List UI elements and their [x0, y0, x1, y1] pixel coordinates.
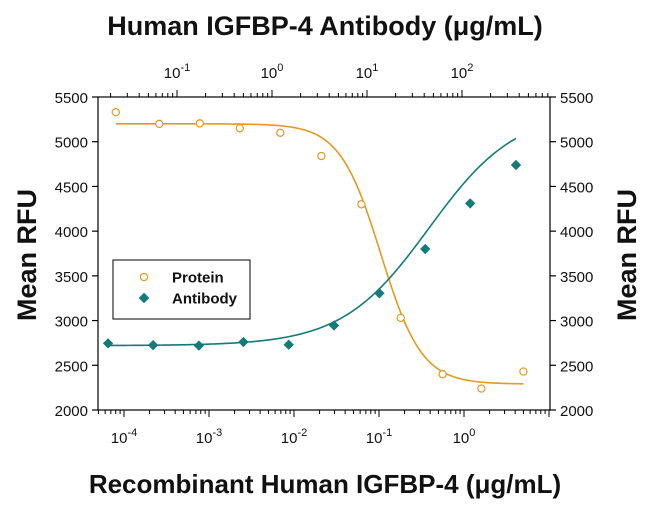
y-tick-label-right: 5500	[560, 90, 593, 107]
fit-curves	[108, 123, 524, 385]
x-bottom-tick-label: 10-4	[111, 427, 137, 447]
y-tick-label-right: 2500	[560, 358, 593, 375]
data-points	[102, 108, 528, 393]
fit-curve-protein	[115, 123, 524, 385]
data-point-protein	[155, 119, 164, 129]
legend-label-protein: Protein	[172, 270, 224, 287]
y-tick-label-left: 3000	[55, 314, 88, 331]
y-tick-label-right: 2000	[560, 403, 593, 420]
data-point-antibody	[510, 159, 522, 171]
x-top-tick-label: 102	[451, 62, 474, 82]
y-tick-label-left: 3500	[55, 269, 88, 286]
tick-layer: 2000 2000 2500 2500 3000 3000 3500 3500 4000 4000…	[55, 62, 594, 447]
data-point-protein	[235, 124, 244, 133]
fit-curve-antibody	[108, 137, 517, 347]
data-point-protein	[357, 200, 366, 209]
y-tick-label-right: 4500	[560, 179, 593, 196]
chart-title: Human IGFBP-4 Antibody (μg/mL)	[107, 11, 543, 41]
data-point-antibody	[374, 288, 385, 299]
data-point-protein	[477, 384, 486, 393]
y-tick-label-left: 2500	[55, 358, 88, 375]
data-point-protein	[396, 313, 405, 323]
x-bottom-tick-label: 10-3	[196, 427, 222, 447]
data-point-antibody	[328, 320, 340, 331]
data-point-antibody	[465, 198, 476, 209]
x-top-tick-label: 100	[261, 62, 284, 82]
x-top-tick-label: 101	[356, 62, 379, 82]
x-bottom-tick-label: 100	[453, 427, 476, 447]
data-point-protein	[195, 119, 205, 128]
data-point-protein	[519, 367, 528, 376]
data-point-antibody	[102, 338, 114, 349]
x-bottom-tick-label: 10-2	[281, 427, 307, 447]
legend: Protein Antibody	[112, 259, 251, 320]
plot-frame	[97, 96, 551, 411]
x-axis-label: Recombinant Human IGFBP-4 (μg/mL)	[89, 469, 561, 499]
y-tick-label-right: 5000	[560, 135, 593, 152]
data-point-protein	[276, 128, 285, 137]
y-tick-label-left: 5000	[55, 135, 88, 152]
y-axis-label-right: Mean RFU	[612, 189, 642, 321]
y-tick-label-left: 5500	[55, 90, 88, 107]
data-point-antibody	[283, 339, 294, 350]
y-tick-label-right: 3500	[560, 269, 593, 286]
x-top-tick-label: 10-1	[164, 62, 190, 82]
data-point-antibody	[420, 243, 431, 255]
y-tick-label-left: 2000	[55, 403, 88, 420]
legend-marker-protein	[139, 272, 149, 282]
y-axis-label-left: Mean RFU	[12, 189, 42, 321]
legend-label-antibody: Antibody	[172, 291, 238, 308]
legend-marker-antibody	[138, 292, 150, 304]
data-point-protein	[111, 108, 120, 117]
y-tick-label-left: 4500	[55, 179, 88, 196]
y-tick-label-left: 4000	[55, 224, 88, 241]
x-bottom-tick-label: 10-1	[366, 427, 392, 447]
data-point-protein	[438, 370, 447, 379]
data-point-antibody	[147, 339, 159, 351]
legend-box	[112, 259, 251, 320]
y-tick-label-right: 4000	[560, 224, 593, 241]
y-tick-label-right: 3000	[560, 314, 593, 331]
data-point-antibody	[238, 336, 249, 348]
data-point-protein	[317, 151, 326, 161]
data-point-antibody	[193, 340, 205, 351]
